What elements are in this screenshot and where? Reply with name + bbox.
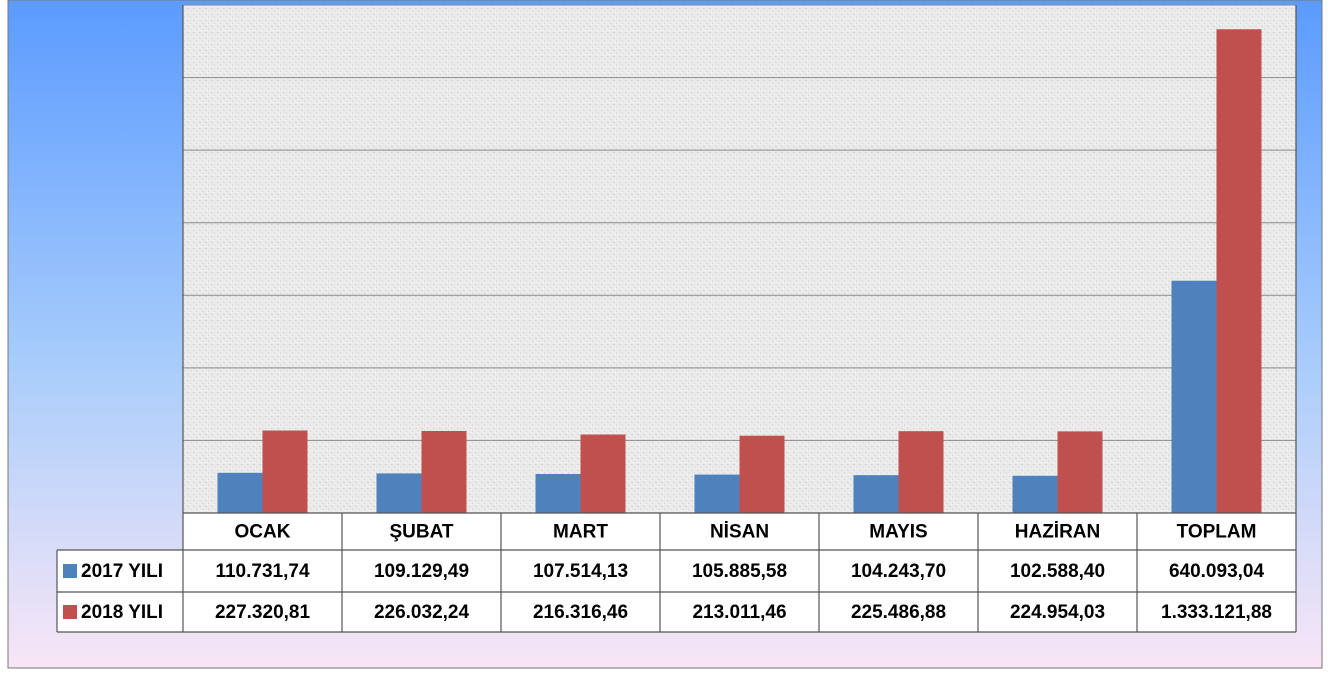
bar [1057, 431, 1103, 513]
bar [262, 430, 308, 513]
x-tick-label: HAZİRAN [1015, 522, 1101, 543]
x-tick-label: TOPLAM [1177, 522, 1257, 543]
table-value: 225.486,88 [851, 602, 946, 623]
bar [1216, 29, 1262, 513]
x-tick-label: MART [553, 522, 608, 543]
legend-cells [57, 550, 183, 632]
table-value: 105.885,58 [692, 561, 787, 582]
bar [421, 430, 467, 513]
table-value: 640.093,04 [1169, 561, 1265, 582]
bar [1171, 280, 1217, 513]
bar [376, 473, 422, 513]
bar [694, 474, 740, 513]
table-value: 1.333.121,88 [1161, 602, 1272, 623]
x-tick-label: NİSAN [710, 522, 769, 543]
table-value: 213.011,46 [692, 602, 786, 623]
plot-area [183, 5, 1296, 513]
legend-key [63, 564, 77, 578]
bar [580, 434, 626, 513]
table-value: 102.588,40 [1010, 561, 1105, 582]
bar [1012, 475, 1058, 513]
bar [535, 473, 581, 513]
table-value: 227.320,81 [215, 602, 311, 623]
bar [853, 475, 899, 513]
bar [898, 431, 944, 513]
legend-label: 2017 YILI [81, 561, 163, 582]
table-value: 216.316,46 [533, 602, 628, 623]
data-table [183, 513, 1296, 632]
x-tick-label: ŞUBAT [389, 522, 453, 543]
table-value: 104.243,70 [851, 561, 946, 582]
legend-label: 2018 YILI [81, 602, 163, 623]
x-tick-label: OCAK [235, 522, 291, 543]
bar [739, 435, 785, 513]
legend-key [63, 605, 77, 619]
bar [217, 472, 263, 513]
table-value: 110.731,74 [215, 561, 309, 582]
x-tick-label: MAYIS [869, 522, 927, 543]
table-value: 109.129,49 [374, 561, 469, 582]
table-value: 107.514,13 [533, 561, 628, 582]
table-value: 226.032,24 [374, 602, 470, 623]
table-value: 224.954,03 [1010, 602, 1105, 623]
